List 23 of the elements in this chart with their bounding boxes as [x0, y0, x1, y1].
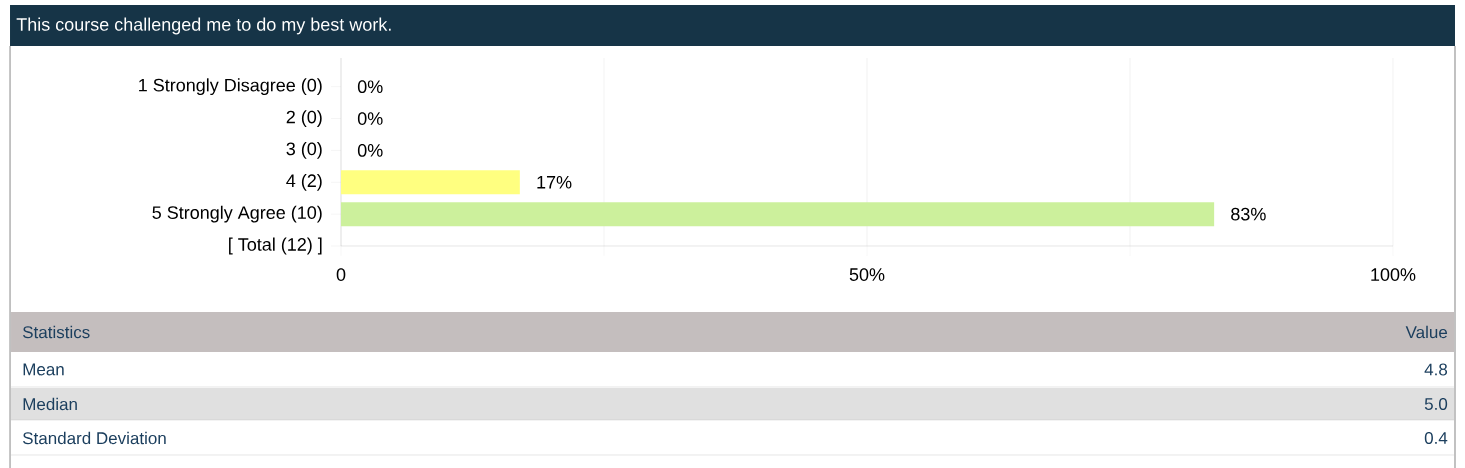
y-tick-label: [ Total (12) ]: [229, 237, 322, 255]
data-label: 17%: [537, 175, 572, 189]
text: 5.0: [1424, 397, 1448, 411]
data-label: 83%: [1231, 207, 1266, 221]
text: 4.8: [1424, 363, 1448, 376]
data-label: 0%: [357, 80, 383, 94]
text: Value: [1405, 325, 1448, 339]
text: Statistics: [22, 325, 90, 339]
x-tick-label: 50%: [849, 268, 885, 281]
text: 0.4: [1424, 431, 1448, 445]
text: Mean: [23, 363, 64, 376]
y-tick-label: 2 (0): [286, 110, 322, 127]
y-tick-label: 5 Strongly Agree (10): [152, 205, 322, 223]
text: Median: [23, 397, 77, 411]
chart-title: This course challenged me to do my best work.: [16, 17, 391, 35]
y-tick-label: 1 Strongly Disagree (0): [139, 78, 322, 96]
text: Standard Deviation: [22, 431, 166, 445]
data-label: 0%: [357, 144, 383, 157]
y-tick-label: 3 (0): [286, 142, 322, 159]
y-tick-label: 4 (2): [286, 173, 322, 191]
x-tick-label: 0: [336, 268, 346, 281]
x-tick-label: 100%: [1371, 268, 1416, 281]
data-label: 0%: [357, 112, 383, 125]
